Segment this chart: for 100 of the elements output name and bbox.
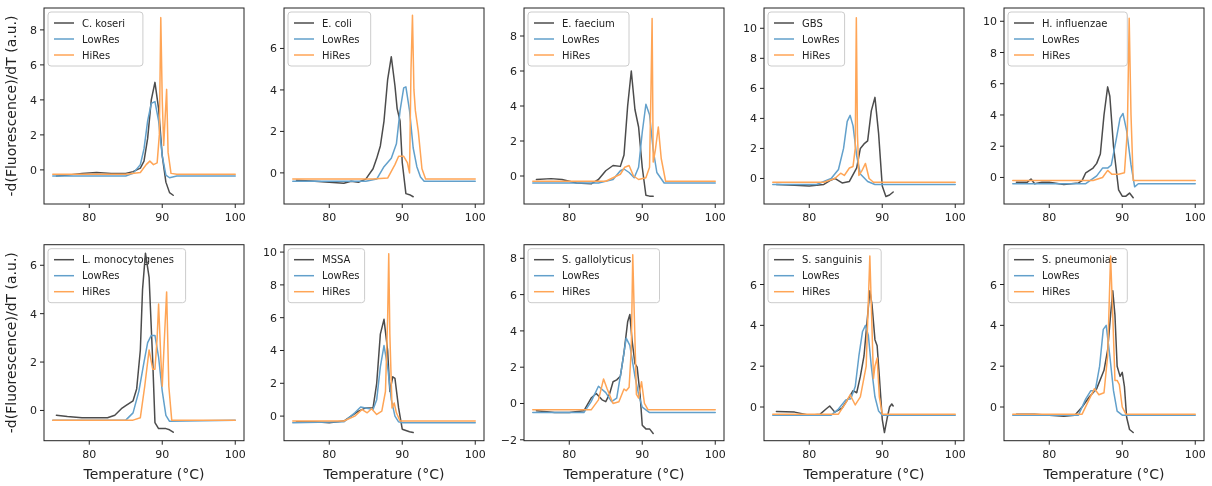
y-tick-label: 0 <box>510 397 517 411</box>
y-tick-label: 4 <box>750 112 757 126</box>
y-tick-label: 0 <box>750 172 757 186</box>
legend-label: E. coli <box>322 17 352 29</box>
legend-label: LowRes <box>1042 270 1080 282</box>
legend-label: LowRes <box>82 270 120 282</box>
y-axis-title: -d(Fluorescence)/dT (a.u.) <box>3 15 19 197</box>
x-tick-label: 80 <box>802 211 817 224</box>
legend-label: E. faecium <box>562 17 615 29</box>
y-tick-label: 2 <box>270 125 277 139</box>
x-tick-label: 90 <box>635 211 650 224</box>
legend-label: HiRes <box>562 49 591 61</box>
legend-label: HiRes <box>1042 49 1071 61</box>
y-tick-label: 8 <box>510 252 517 266</box>
legend-label: H. influenzae <box>1042 17 1108 29</box>
x-tick-label: 100 <box>944 447 966 461</box>
line-series <box>532 17 716 182</box>
x-tick-label: 80 <box>82 447 97 461</box>
y-tick-label: 0 <box>30 163 37 177</box>
line-series <box>292 344 476 424</box>
legend-label: HiRes <box>82 49 111 61</box>
y-tick-label: 6 <box>270 42 277 56</box>
x-tick-label: 80 <box>1042 211 1057 224</box>
y-tick-label: 4 <box>30 307 37 321</box>
y-tick-label: 2 <box>750 142 757 156</box>
x-tick-label: 90 <box>155 211 170 224</box>
x-tick-label: 100 <box>1184 447 1206 461</box>
legend-label: HiRes <box>562 286 591 298</box>
x-tick-label: 90 <box>395 447 410 461</box>
line-series <box>1012 112 1196 188</box>
x-tick-label: 100 <box>464 211 486 224</box>
y-tick-label: 0 <box>270 410 277 424</box>
line-series <box>1015 86 1134 199</box>
x-tick-label: 100 <box>224 447 246 461</box>
legend-label: LowRes <box>562 33 600 45</box>
line-series <box>532 337 716 414</box>
y-tick-label: 4 <box>510 100 517 113</box>
y-tick-label: 10 <box>263 246 277 260</box>
x-tick-label: 80 <box>562 211 577 224</box>
line-series <box>52 16 236 175</box>
legend-label: S. gallolyticus <box>562 254 632 266</box>
legend-label: HiRes <box>322 49 351 61</box>
y-tick-label: 8 <box>750 52 757 66</box>
y-tick-label: 8 <box>990 46 997 60</box>
y-tick-label: 2 <box>30 356 37 370</box>
x-tick-label: 80 <box>802 447 817 461</box>
legend-label: HiRes <box>802 286 831 298</box>
y-tick-label: 8 <box>30 23 37 37</box>
x-tick-label: 100 <box>224 211 246 224</box>
line-series <box>292 14 476 180</box>
x-tick-label: 90 <box>395 211 410 224</box>
line-series <box>1012 255 1196 415</box>
y-tick-label: 0 <box>270 166 277 180</box>
line-series <box>1012 17 1196 182</box>
x-tick-label: 90 <box>875 447 890 461</box>
x-tick-label: 100 <box>944 211 966 224</box>
y-tick-label: 6 <box>510 65 517 78</box>
y-tick-label: 2 <box>270 377 277 391</box>
legend-label: C. koseri <box>82 17 126 29</box>
y-tick-label: 4 <box>510 324 517 338</box>
y-tick-label: 0 <box>30 404 37 418</box>
y-tick-label: 6 <box>990 278 997 292</box>
x-axis-title: Temperature (°C) <box>322 465 445 482</box>
y-axis-title: -d(Fluorescence)/dT (a.u.) <box>3 252 19 434</box>
y-tick-label: −2 <box>500 433 517 447</box>
x-axis-title: Temperature (°C) <box>562 465 685 482</box>
x-tick-label: 90 <box>155 447 170 461</box>
x-tick-label: 100 <box>464 447 486 461</box>
legend-label: LowRes <box>322 33 360 45</box>
x-tick-label: 80 <box>82 211 97 224</box>
legend-label: MSSA <box>322 254 351 266</box>
x-axis-title: Temperature (°C) <box>1042 465 1165 482</box>
y-tick-label: 6 <box>510 288 517 302</box>
line-series <box>535 70 654 197</box>
legend-label: HiRes <box>802 49 831 61</box>
y-tick-label: 0 <box>750 401 757 415</box>
legend-label: GBS <box>802 17 823 29</box>
x-tick-label: 90 <box>875 211 890 224</box>
y-tick-label: 4 <box>750 319 757 333</box>
y-tick-label: 0 <box>510 170 517 183</box>
y-tick-label: 8 <box>510 30 517 43</box>
line-series <box>772 17 956 183</box>
y-tick-label: 2 <box>990 360 997 374</box>
x-tick-label: 80 <box>322 447 337 461</box>
y-tick-label: 6 <box>30 58 37 72</box>
y-tick-label: 2 <box>990 140 997 154</box>
x-tick-label: 90 <box>635 447 650 461</box>
line-series <box>772 255 956 415</box>
y-tick-label: 6 <box>990 77 997 91</box>
legend-label: HiRes <box>82 286 111 298</box>
line-series <box>52 100 236 179</box>
y-tick-label: 10 <box>743 22 757 36</box>
line-series <box>1012 324 1196 416</box>
y-tick-label: 4 <box>990 319 997 333</box>
y-tick-label: 4 <box>270 83 277 97</box>
y-tick-label: 0 <box>990 171 997 185</box>
line-series <box>292 252 476 422</box>
line-series <box>772 324 956 416</box>
x-tick-label: 100 <box>704 447 726 461</box>
y-tick-label: 4 <box>270 344 277 358</box>
